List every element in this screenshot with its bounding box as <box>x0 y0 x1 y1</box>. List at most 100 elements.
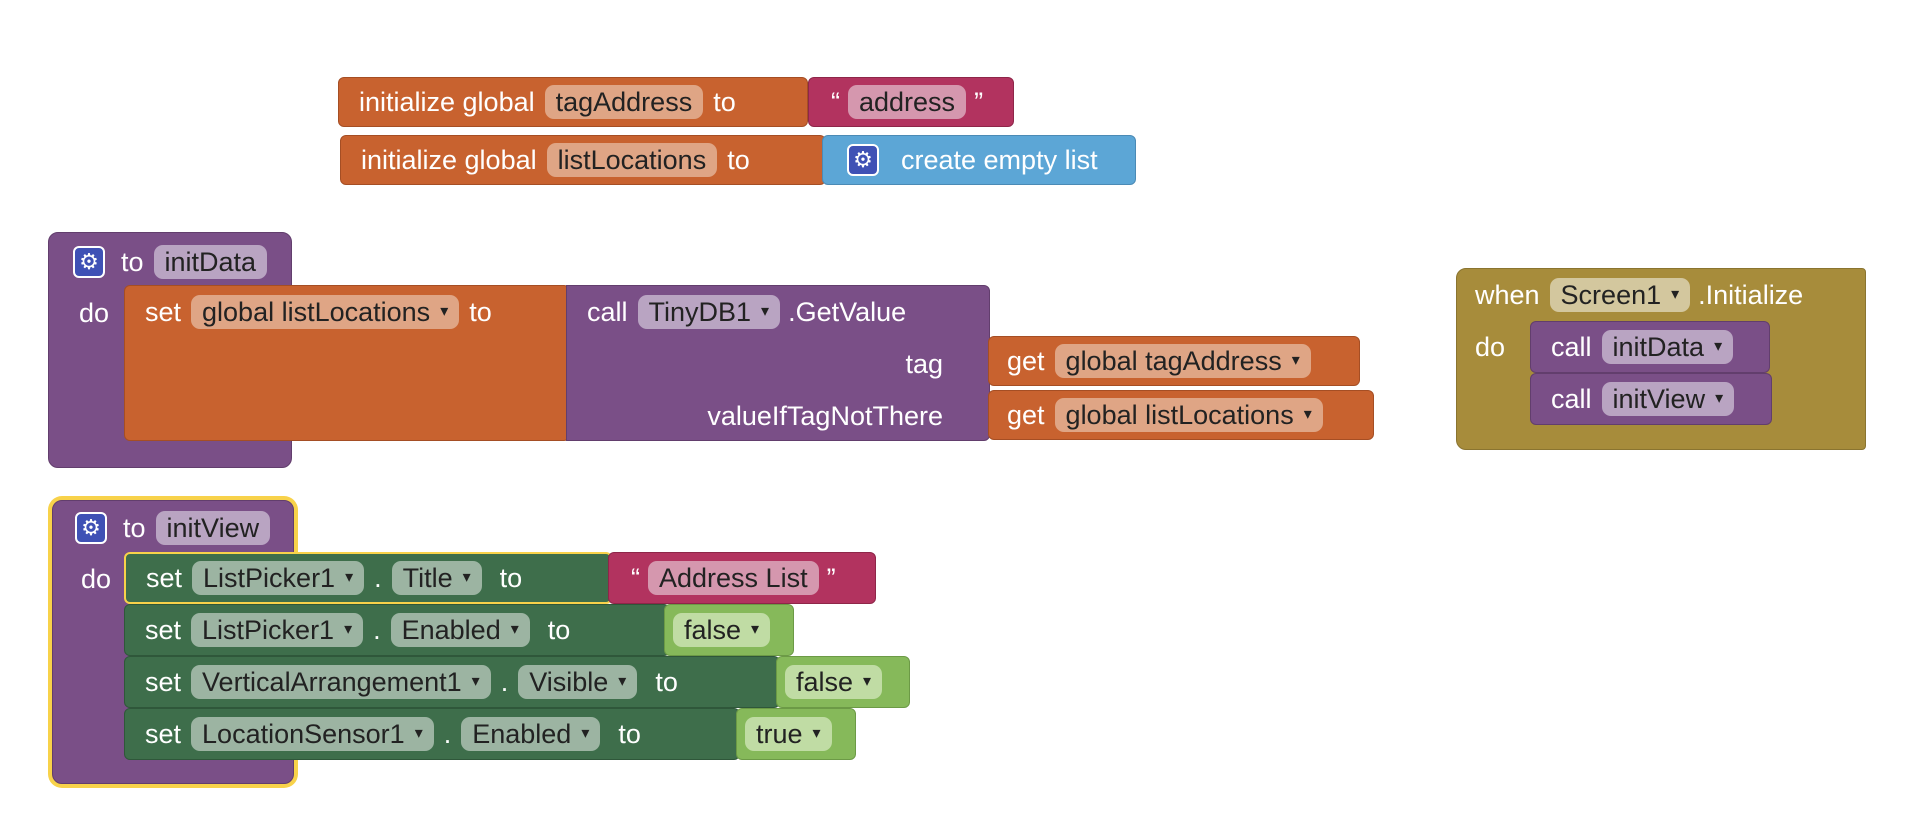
to-keyword: to <box>618 718 641 749</box>
property-dropdown[interactable]: Visible ▾ <box>518 665 638 699</box>
variable-dropdown[interactable]: global tagAddress ▾ <box>1054 344 1311 378</box>
variable-name: global tagAddress <box>1065 345 1282 376</box>
property-name: Title <box>402 562 453 593</box>
set-keyword: set <box>145 296 182 327</box>
procedure-dropdown[interactable]: initView ▾ <box>1601 382 1735 416</box>
variable-name: global listLocations <box>1065 399 1294 430</box>
property-name: Enabled <box>401 614 501 645</box>
text-value-field[interactable]: Address List <box>648 561 819 595</box>
event-name: .Initialize <box>1698 279 1804 310</box>
call-keyword: call <box>1551 331 1592 362</box>
component-dropdown[interactable]: LocationSensor1 ▾ <box>191 717 434 751</box>
text-string-block[interactable]: “ Address List ” <box>608 552 876 604</box>
component-dropdown[interactable]: ListPicker1 ▾ <box>191 613 364 647</box>
to-keyword: to <box>655 666 678 697</box>
property-name: Visible <box>529 666 609 697</box>
dropdown-arrow-icon: ▾ <box>344 621 353 638</box>
global-name-field[interactable]: listLocations <box>546 143 718 177</box>
variable-name: global listLocations <box>202 296 431 327</box>
dropdown-arrow-icon: ▾ <box>1303 406 1312 423</box>
component-dropdown[interactable]: VerticalArrangement1 ▾ <box>191 665 491 699</box>
logic-dropdown[interactable]: false ▾ <box>673 613 771 647</box>
gear-icon[interactable]: ⚙ <box>75 512 107 544</box>
set-property-block[interactable]: set ListPicker1 ▾ . Enabled ▾ to <box>124 604 670 656</box>
get-keyword: get <box>1007 399 1045 430</box>
call-keyword: call <box>587 296 628 327</box>
value-if-tag-not-there-label: valueIfTagNotThere <box>707 400 943 431</box>
procedure-dropdown[interactable]: initData ▾ <box>1601 330 1734 364</box>
dropdown-arrow-icon: ▾ <box>414 725 423 742</box>
property-dropdown[interactable]: Title ▾ <box>391 561 482 595</box>
set-global-variable-block[interactable]: set global listLocations ▾ to <box>124 285 570 441</box>
set-property-block[interactable]: set VerticalArrangement1 ▾ . Visible ▾ to <box>124 656 780 708</box>
dropdown-arrow-icon: ▾ <box>751 621 760 638</box>
component-dropdown[interactable]: ListPicker1 ▾ <box>192 561 365 595</box>
global-name-field[interactable]: tagAddress <box>544 85 704 119</box>
do-keyword: do <box>79 297 110 328</box>
call-procedure-block[interactable]: call initData ▾ <box>1530 321 1770 373</box>
property-dropdown[interactable]: Enabled ▾ <box>390 613 530 647</box>
logic-value-block[interactable]: false ▾ <box>664 604 794 656</box>
property-name: Enabled <box>472 718 572 749</box>
to-keyword: to <box>121 246 144 277</box>
component-name: LocationSensor1 <box>202 718 405 749</box>
init-global-keyword: initialize global <box>359 86 535 117</box>
procedure-name-field[interactable]: initView <box>155 511 271 545</box>
create-empty-list-label: create empty list <box>901 144 1098 175</box>
logic-value: false <box>796 666 854 697</box>
component-name: ListPicker1 <box>202 614 335 645</box>
procedure-name-field[interactable]: initData <box>153 245 268 279</box>
logic-value-block[interactable]: true ▾ <box>736 708 856 760</box>
get-global-tagaddress-block[interactable]: get global tagAddress ▾ <box>988 336 1360 386</box>
tinydb-getvalue-block[interactable]: call TinyDB1 ▾ .GetValue tag valueIfTagNo… <box>566 285 990 441</box>
quote-open: “ <box>631 562 640 593</box>
when-keyword: when <box>1475 279 1540 310</box>
get-global-listlocations-block[interactable]: get global listLocations ▾ <box>988 390 1374 440</box>
variable-dropdown[interactable]: global listLocations ▾ <box>1054 398 1323 432</box>
logic-dropdown[interactable]: false ▾ <box>785 665 883 699</box>
component-dropdown[interactable]: TinyDB1 ▾ <box>637 295 781 329</box>
set-property-block[interactable]: set ListPicker1 ▾ . Title ▾ to <box>124 552 612 604</box>
component-name: VerticalArrangement1 <box>202 666 462 697</box>
to-keyword: to <box>713 86 736 117</box>
to-keyword: to <box>499 562 523 593</box>
dropdown-arrow-icon: ▾ <box>345 569 354 586</box>
dot-separator: . <box>374 562 382 593</box>
to-keyword: to <box>547 614 571 645</box>
init-global-listlocations-block[interactable]: initialize global listLocations to <box>340 135 826 185</box>
dropdown-arrow-icon: ▾ <box>1671 286 1680 303</box>
quote-close: ” <box>974 86 984 117</box>
procedure-name: initData <box>1612 331 1705 362</box>
tag-label: tag <box>905 348 943 379</box>
text-value-field[interactable]: address <box>848 85 967 119</box>
component-name: TinyDB1 <box>648 296 752 327</box>
do-keyword: do <box>81 563 112 594</box>
text-string-block[interactable]: “ address ” <box>808 77 1014 127</box>
set-keyword: set <box>145 666 182 697</box>
logic-value: false <box>684 614 742 645</box>
component-name: Screen1 <box>1560 279 1662 310</box>
to-keyword: to <box>469 296 492 327</box>
component-name: ListPicker1 <box>203 562 336 593</box>
dropdown-arrow-icon: ▾ <box>471 673 480 690</box>
logic-dropdown[interactable]: true ▾ <box>745 717 832 751</box>
dropdown-arrow-icon: ▾ <box>462 569 471 586</box>
logic-value-block[interactable]: false ▾ <box>776 656 910 708</box>
init-global-tagaddress-block[interactable]: initialize global tagAddress to <box>338 77 808 127</box>
gear-icon[interactable]: ⚙ <box>847 144 879 176</box>
gear-icon[interactable]: ⚙ <box>73 246 105 278</box>
dot-separator: . <box>373 614 381 645</box>
dropdown-arrow-icon: ▾ <box>1715 390 1724 407</box>
dropdown-arrow-icon: ▾ <box>1714 338 1723 355</box>
set-keyword: set <box>146 562 183 593</box>
create-empty-list-block[interactable]: ⚙ create empty list <box>822 135 1136 185</box>
call-procedure-block[interactable]: call initView ▾ <box>1530 373 1772 425</box>
dropdown-arrow-icon: ▾ <box>618 673 627 690</box>
variable-dropdown[interactable]: global listLocations ▾ <box>191 295 460 329</box>
component-dropdown[interactable]: Screen1 ▾ <box>1549 278 1691 312</box>
dropdown-arrow-icon: ▾ <box>761 303 770 320</box>
quote-open: “ <box>831 86 840 117</box>
set-property-block[interactable]: set LocationSensor1 ▾ . Enabled ▾ to <box>124 708 740 760</box>
property-dropdown[interactable]: Enabled ▾ <box>461 717 601 751</box>
